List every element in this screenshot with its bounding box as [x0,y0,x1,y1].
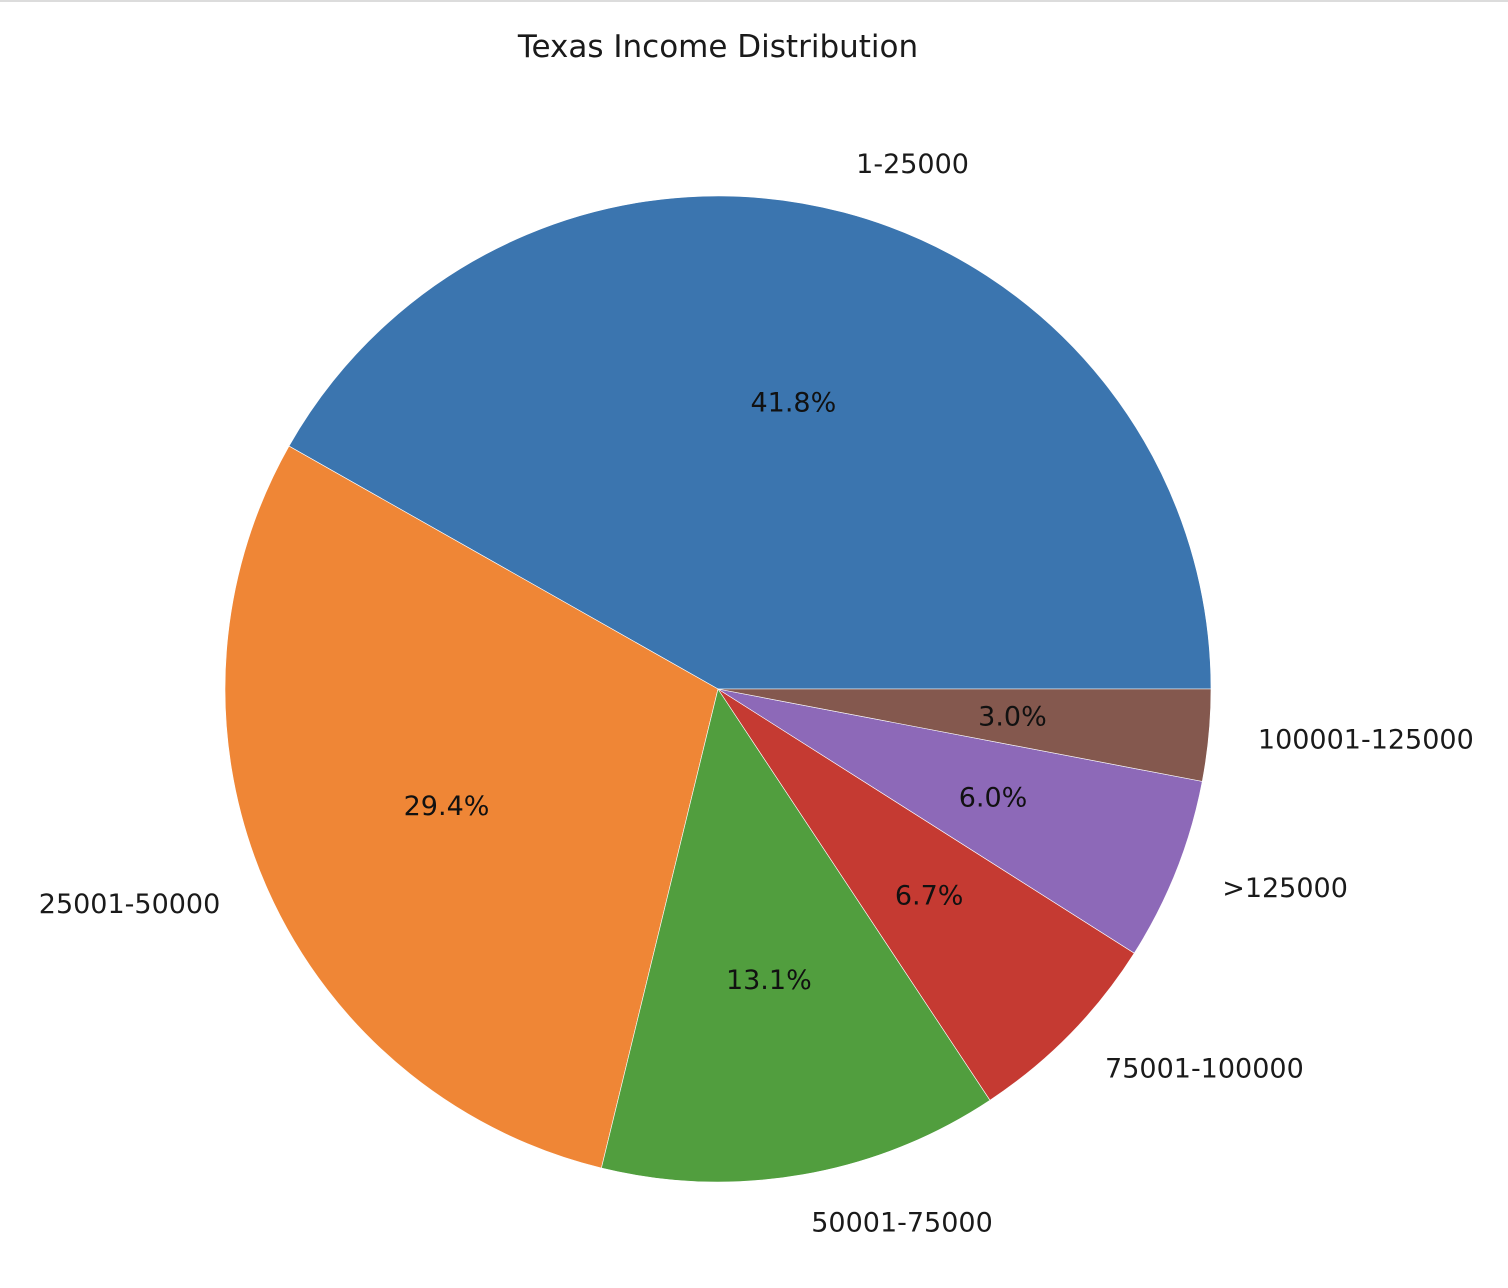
pie-slice-125000 [717,688,1203,954]
percent-label: 29.4% [404,791,490,822]
slice-label: 50001-75000 [811,1208,993,1239]
slice-label: 100001-125000 [1258,725,1474,756]
top-border [0,0,1508,2]
slice-label: >125000 [1222,873,1348,904]
pie-slice-75001-100000 [717,688,1135,1101]
pie-slice-50001-75000 [601,688,991,1183]
chart-title: Texas Income Distribution [517,29,918,65]
percent-label: 6.7% [895,881,964,912]
slice-label: 75001-100000 [1105,1053,1304,1084]
pie-slices [224,195,1212,1183]
percent-label: 41.8% [750,387,836,418]
slice-labels: 1-25000 25001-50000 50001-75000 75001-10000… [39,149,1474,1239]
pie-slice-25001-50000 [224,445,719,1169]
pie-slice-1-25000 [288,195,1212,690]
percent-labels: 41.8% 29.4% 13.1% 6.7% 6.0% 3.0% [404,387,1047,995]
slice-label: 1-25000 [856,149,969,180]
pie-slice-100001-125000 [717,688,1212,782]
percent-label: 6.0% [959,782,1028,813]
slice-label: 25001-50000 [39,889,221,920]
percent-label: 3.0% [978,701,1047,732]
percent-label: 13.1% [726,965,812,996]
